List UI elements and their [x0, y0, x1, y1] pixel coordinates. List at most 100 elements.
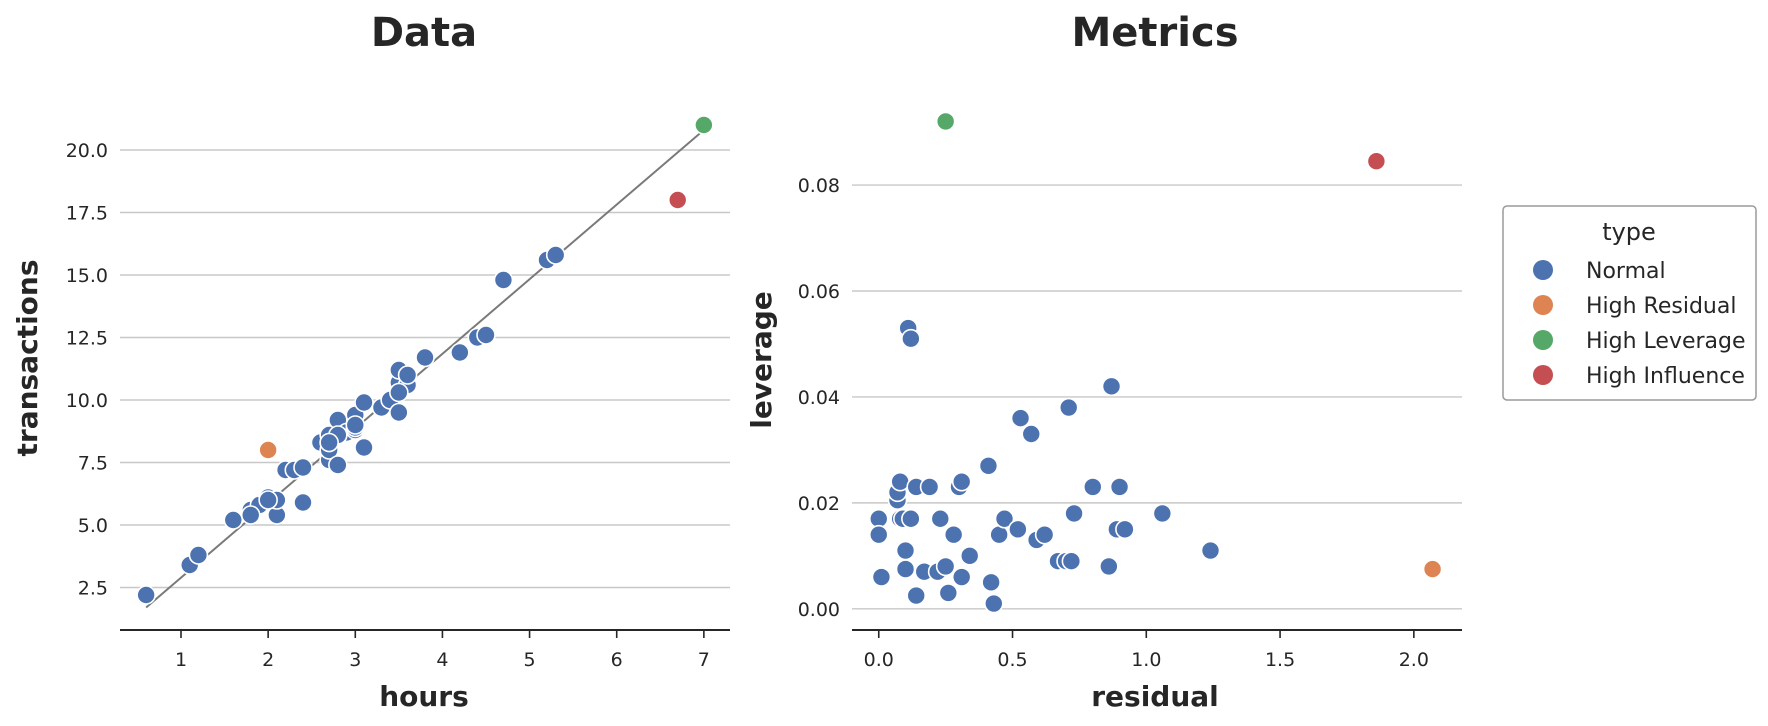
- data-panel-point-normal: [354, 437, 374, 458]
- legend-label-high-residual: High Residual: [1586, 294, 1736, 319]
- legend: type Normal High Residual High Leverage Hig…: [1502, 205, 1757, 401]
- metrics-panel-point-normal: [1008, 519, 1028, 540]
- metrics-panel-point-normal: [871, 567, 892, 587]
- data-panel-y-tick-label: 12.5: [66, 328, 108, 350]
- metrics-panel-point-normal: [901, 508, 921, 529]
- data-panel-point-normal: [476, 325, 496, 345]
- data-panel-grid: [120, 149, 730, 589]
- metrics-panel-point-normal: [951, 567, 972, 587]
- legend-label-normal: Normal: [1586, 259, 1666, 284]
- data-panel-x-tick-label: 7: [698, 649, 710, 671]
- data-panel-point-normal: [258, 490, 278, 510]
- data-panel-y-tick-label: 20.0: [66, 140, 108, 162]
- metrics-panel-point-normal: [1082, 477, 1103, 497]
- data-panel-point-high-influence: [667, 190, 688, 210]
- metrics-panel-x-tick-label: 2.0: [1399, 649, 1429, 671]
- data-panel-title: Data: [371, 10, 477, 56]
- data-panel-x-ticks: 1 2 3 4 5 6 7: [175, 630, 710, 671]
- data-panel-x-tick-label: 2: [262, 649, 274, 671]
- metrics-panel-y-tick-label: 0.02: [798, 493, 840, 515]
- metrics-panel-point-normal: [890, 471, 910, 492]
- legend-entries: Normal High Residual High Leverage High Inf…: [1533, 259, 1746, 389]
- data-panel-point-normal: [389, 382, 409, 403]
- metrics-panel-y-ticks: 0.00 0.02 0.04 0.06 0.08: [798, 175, 840, 621]
- metrics-panel-point-normal: [901, 328, 921, 349]
- data-panel-point-normal: [545, 245, 566, 265]
- metrics-panel-point-normal: [994, 508, 1015, 529]
- metrics-panel-point-high-influence: [1366, 151, 1387, 172]
- data-panel-point-normal: [493, 270, 514, 290]
- data-panel-point-normal: [354, 392, 374, 413]
- legend-label-high-influence: High Influence: [1586, 364, 1745, 389]
- data-panel-point-normal: [240, 505, 261, 525]
- metrics-panel-point-high-leverage: [935, 111, 956, 132]
- metrics-panel-x-tick-label: 1.5: [1265, 649, 1295, 671]
- data-panel-y-tick-label: 5.0: [78, 515, 108, 537]
- metrics-panel-point-normal: [1152, 503, 1173, 524]
- data-panel-point-high-residual: [258, 440, 278, 460]
- metrics-panel-point-normal: [1058, 397, 1079, 418]
- metrics-panel-point-normal: [1101, 376, 1122, 397]
- metrics-panel-point-normal: [919, 477, 940, 497]
- data-panel-x-tick-label: 1: [175, 649, 187, 671]
- metrics-panel-point-normal: [906, 585, 927, 606]
- metrics-panel-point-normal: [943, 524, 964, 545]
- metrics-panel-point-normal: [1115, 519, 1135, 540]
- data-panel-y-ticks: 2.5 5.0 7.5 10.0 12.5 15.0 17.5 20.0: [66, 140, 108, 600]
- metrics-panel-point-normal: [930, 508, 951, 529]
- metrics-panel-y-tick-label: 0.04: [798, 387, 840, 409]
- data-panel-x-tick-label: 6: [611, 649, 623, 671]
- metrics-panel-point-normal: [1099, 556, 1119, 577]
- data-panel-point-normal: [136, 585, 156, 605]
- legend-title: type: [1602, 218, 1656, 246]
- data-panel-x-tick-label: 3: [349, 649, 361, 671]
- data-panel-y-label: transactions: [11, 260, 44, 457]
- metrics-panel-point-normal: [959, 546, 980, 566]
- metrics-panel-title: Metrics: [1071, 10, 1238, 56]
- metrics-panel-x-label: residual: [1091, 680, 1219, 713]
- legend-marker-normal: [1533, 260, 1553, 280]
- regression-line: [145, 129, 705, 609]
- metrics-panel-point-normal: [1010, 408, 1031, 428]
- legend-marker-high-leverage: [1533, 330, 1553, 350]
- data-panel-point-normal: [293, 457, 313, 478]
- metrics-panel-x-tick-label: 0.0: [864, 649, 894, 671]
- metrics-panel-point-normal: [935, 556, 956, 577]
- metrics-panel-point-normal: [978, 455, 999, 476]
- data-panel-point-normal: [293, 492, 313, 513]
- metrics-panel-y-tick-label: 0.00: [798, 599, 840, 621]
- metrics-panel-x-tick-label: 0.5: [997, 649, 1027, 671]
- data-panel-point-normal: [345, 415, 366, 435]
- data-panel-point-normal: [328, 455, 348, 475]
- data-panel-y-tick-label: 7.5: [78, 453, 108, 475]
- data-panel-y-tick-label: 10.0: [66, 390, 108, 412]
- metrics-panel-y-label: leverage: [745, 291, 778, 429]
- metrics-panel-points: [868, 111, 1443, 614]
- metrics-panel-point-normal: [1109, 477, 1130, 497]
- data-panel-x-tick-label: 4: [436, 649, 448, 671]
- metrics-panel-point-normal: [1064, 503, 1084, 524]
- metrics-panel-x-ticks: 0.0 0.5 1.0 1.5 2.0: [864, 630, 1429, 671]
- data-panel-point-normal: [389, 402, 409, 423]
- metrics-panel: Metrics 0.0 0.5 1.0 1.5 2.0 0.00 0.02 0.04 0.06…: [745, 10, 1462, 713]
- legend-marker-high-residual: [1533, 295, 1553, 315]
- data-panel-point-normal: [188, 545, 209, 565]
- data-panel-points: [136, 115, 714, 605]
- data-panel-point-normal: [415, 347, 435, 368]
- data-panel-point-high-leverage: [694, 115, 714, 135]
- metrics-panel-point-normal: [938, 583, 959, 603]
- metrics-panel-point-normal: [895, 559, 916, 579]
- legend-frame: [1502, 205, 1757, 401]
- legend-label-high-leverage: High Leverage: [1586, 329, 1746, 354]
- metrics-panel-point-normal: [951, 471, 972, 492]
- metrics-panel-point-normal: [1034, 524, 1055, 545]
- data-panel-y-tick-label: 17.5: [66, 203, 108, 225]
- metrics-panel-point-normal: [868, 524, 889, 545]
- legend-marker-high-influence: [1533, 365, 1553, 385]
- data-panel-x-label: hours: [379, 680, 469, 713]
- data-panel: Data 1 2 3 4 5 6 7 2.5 5.0 7.5 10.0 12.5 15.0 17.5 20…: [11, 10, 730, 713]
- data-panel-point-normal: [397, 365, 418, 385]
- metrics-panel-x-tick-label: 1.0: [1131, 649, 1161, 671]
